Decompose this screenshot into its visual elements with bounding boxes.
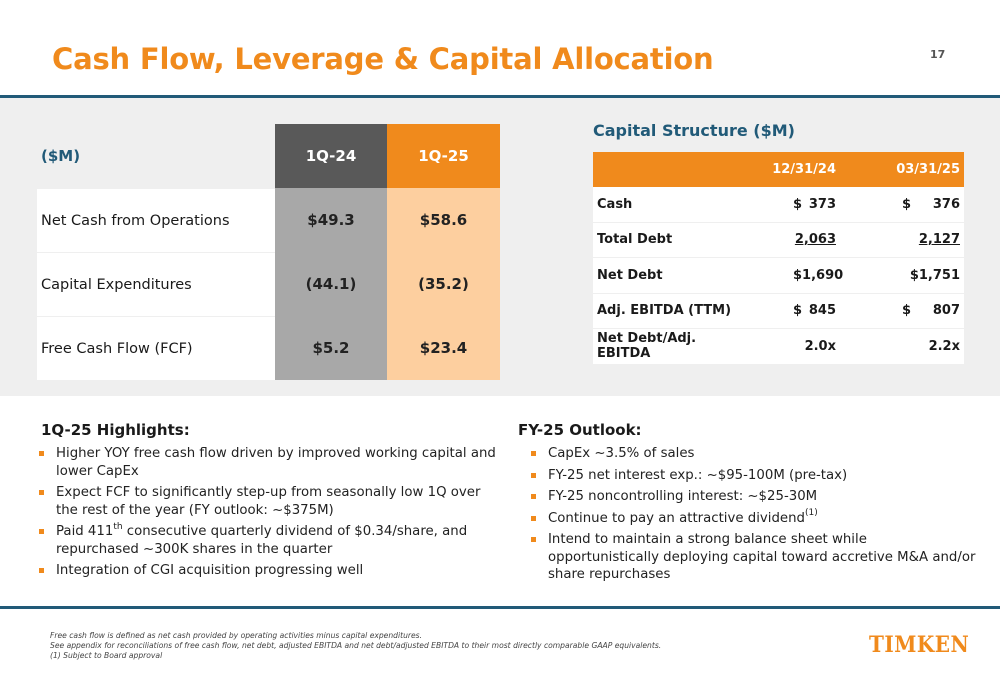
table-row: Cash $373 $376 <box>593 187 964 223</box>
cell-value: $49.3 <box>275 188 387 252</box>
footer-divider <box>0 606 1000 609</box>
table-row: Net Cash from Operations $49.3 $58.6 <box>37 188 500 252</box>
bullet-text: FY-25 net interest exp.: ~$95-100M (pre-… <box>548 467 848 483</box>
table-row: Net Debt/Adj. EBITDA 2.0x 2.2x <box>593 329 964 365</box>
bullet-icon <box>531 515 536 521</box>
capital-structure-table: 12/31/24 03/31/25 Cash $373 $376 Total D… <box>593 152 964 365</box>
cell-value: 2,063 <box>794 232 836 248</box>
cell-value: $58.6 <box>387 188 500 252</box>
currency-symbol: $ <box>902 196 912 212</box>
list-item: Higher YOY free cash flow driven by impr… <box>29 445 504 480</box>
cell-value: 2,127 <box>918 232 960 248</box>
bullet-icon <box>39 451 44 456</box>
list-item: FY-25 noncontrolling interest: ~$25-30M <box>521 488 981 506</box>
row-label: Net Debt <box>597 267 663 283</box>
cell-value: 376 <box>932 196 960 212</box>
bullet-icon <box>39 490 44 495</box>
list-item: Paid 411th consecutive quarterly dividen… <box>29 521 504 558</box>
bullet-icon <box>531 451 536 456</box>
row-label: Adj. EBITDA (TTM) <box>597 303 732 319</box>
cell-value: $1,751 <box>909 267 960 283</box>
footnote-line: (1) Subject to Board approval <box>50 651 163 660</box>
cell-value: 807 <box>932 303 960 319</box>
table-row: Adj. EBITDA (TTM) $845 $807 <box>593 293 964 329</box>
currency-symbol: $ <box>793 196 803 212</box>
list-item: Integration of CGI acquisition progressi… <box>29 562 504 580</box>
bullet-icon <box>531 472 536 478</box>
cell-value: $23.4 <box>387 316 500 380</box>
column-header-03-31-25: 03/31/25 <box>896 162 960 177</box>
row-label: Net Cash from Operations <box>37 188 275 252</box>
list-item: Expect FCF to significantly step-up from… <box>29 484 504 519</box>
cell-value: 2.0x <box>804 338 836 354</box>
list-item: Intend to maintain a strong balance shee… <box>521 531 981 584</box>
outlook-heading: FY-25 Outlook: <box>518 421 642 439</box>
currency-symbol: $ <box>793 303 803 319</box>
bullet-text: FY-25 noncontrolling interest: ~$25-30M <box>548 489 818 504</box>
bullet-text: Continue to pay an attractive dividend <box>548 510 805 526</box>
list-item: CapEx ~3.5% of sales <box>521 445 981 463</box>
slide-title: Cash Flow, Leverage & Capital Allocation <box>52 42 714 76</box>
footnote-line: See appendix for reconciliations of free… <box>50 641 662 650</box>
cash-flow-table: ($M) 1Q-24 1Q-25 Net Cash from Operation… <box>37 124 500 380</box>
outlook-list: CapEx ~3.5% of sales FY-25 net interest … <box>521 445 981 588</box>
cell-value: 845 <box>808 303 836 319</box>
footnote-marker: (1) <box>804 508 818 519</box>
bullet-text: Integration of CGI acquisition progressi… <box>56 563 364 578</box>
cell-value: $1,690 <box>793 267 844 283</box>
currency-symbol: $ <box>902 303 912 319</box>
bullet-icon <box>39 529 44 534</box>
bullet-icon <box>531 537 536 542</box>
capital-structure-header-row: 12/31/24 03/31/25 <box>593 152 964 187</box>
column-header-1q25: 1Q-25 <box>387 124 500 188</box>
bullet-text: Intend to maintain a strong balance shee… <box>548 532 976 582</box>
cell-value: 2.2x <box>928 338 960 354</box>
table-row: Capital Expenditures (44.1) (35.2) <box>37 252 500 316</box>
row-label: Total Debt <box>597 232 673 248</box>
bullet-icon <box>531 494 536 499</box>
timken-logo: TIMKEN <box>869 631 970 658</box>
table-row: Free Cash Flow (FCF) $5.2 $23.4 <box>37 316 500 380</box>
row-label: Capital Expenditures <box>37 252 275 316</box>
table-row: Net Debt $1,690 $1,751 <box>593 258 964 294</box>
page-number: 17 <box>930 48 946 61</box>
footnotes: Free cash flow is defined as net cash pr… <box>50 631 661 661</box>
highlights-list: Higher YOY free cash flow driven by impr… <box>29 445 504 584</box>
column-header-12-31-24: 12/31/24 <box>772 162 836 177</box>
superscript: th <box>113 521 123 532</box>
bullet-text: Expect FCF to significantly step-up from… <box>56 485 481 518</box>
cash-flow-header-row: ($M) 1Q-24 1Q-25 <box>37 124 500 188</box>
list-item: FY-25 net interest exp.: ~$95-100M (pre-… <box>521 467 981 485</box>
unit-label: ($M) <box>41 147 81 165</box>
highlights-heading: 1Q-25 Highlights: <box>41 421 190 439</box>
cell-value: 373 <box>808 196 836 212</box>
list-item: Continue to pay an attractive dividend(1… <box>521 508 981 528</box>
footnote-line: Free cash flow is defined as net cash pr… <box>50 631 423 640</box>
row-label: Cash <box>597 196 633 212</box>
header-divider <box>0 95 1000 98</box>
capital-structure-title: Capital Structure ($M) <box>593 121 795 140</box>
table-row: Total Debt 2,063 2,127 <box>593 222 964 258</box>
column-header-1q24: 1Q-24 <box>275 124 387 188</box>
bullet-text-end: consecutive quarterly dividend of $0.34/… <box>56 524 468 557</box>
bullet-text-start: Paid 411 <box>56 524 114 539</box>
row-label: Net Debt/Adj. EBITDA <box>597 331 697 362</box>
row-label: Free Cash Flow (FCF) <box>37 316 275 380</box>
cell-value: (35.2) <box>387 252 500 316</box>
cell-value: (44.1) <box>275 252 387 316</box>
cell-value: $5.2 <box>275 316 387 380</box>
bullet-text: CapEx ~3.5% of sales <box>548 446 695 461</box>
bullet-icon <box>39 568 44 573</box>
bullet-text: Higher YOY free cash flow driven by impr… <box>56 446 496 479</box>
